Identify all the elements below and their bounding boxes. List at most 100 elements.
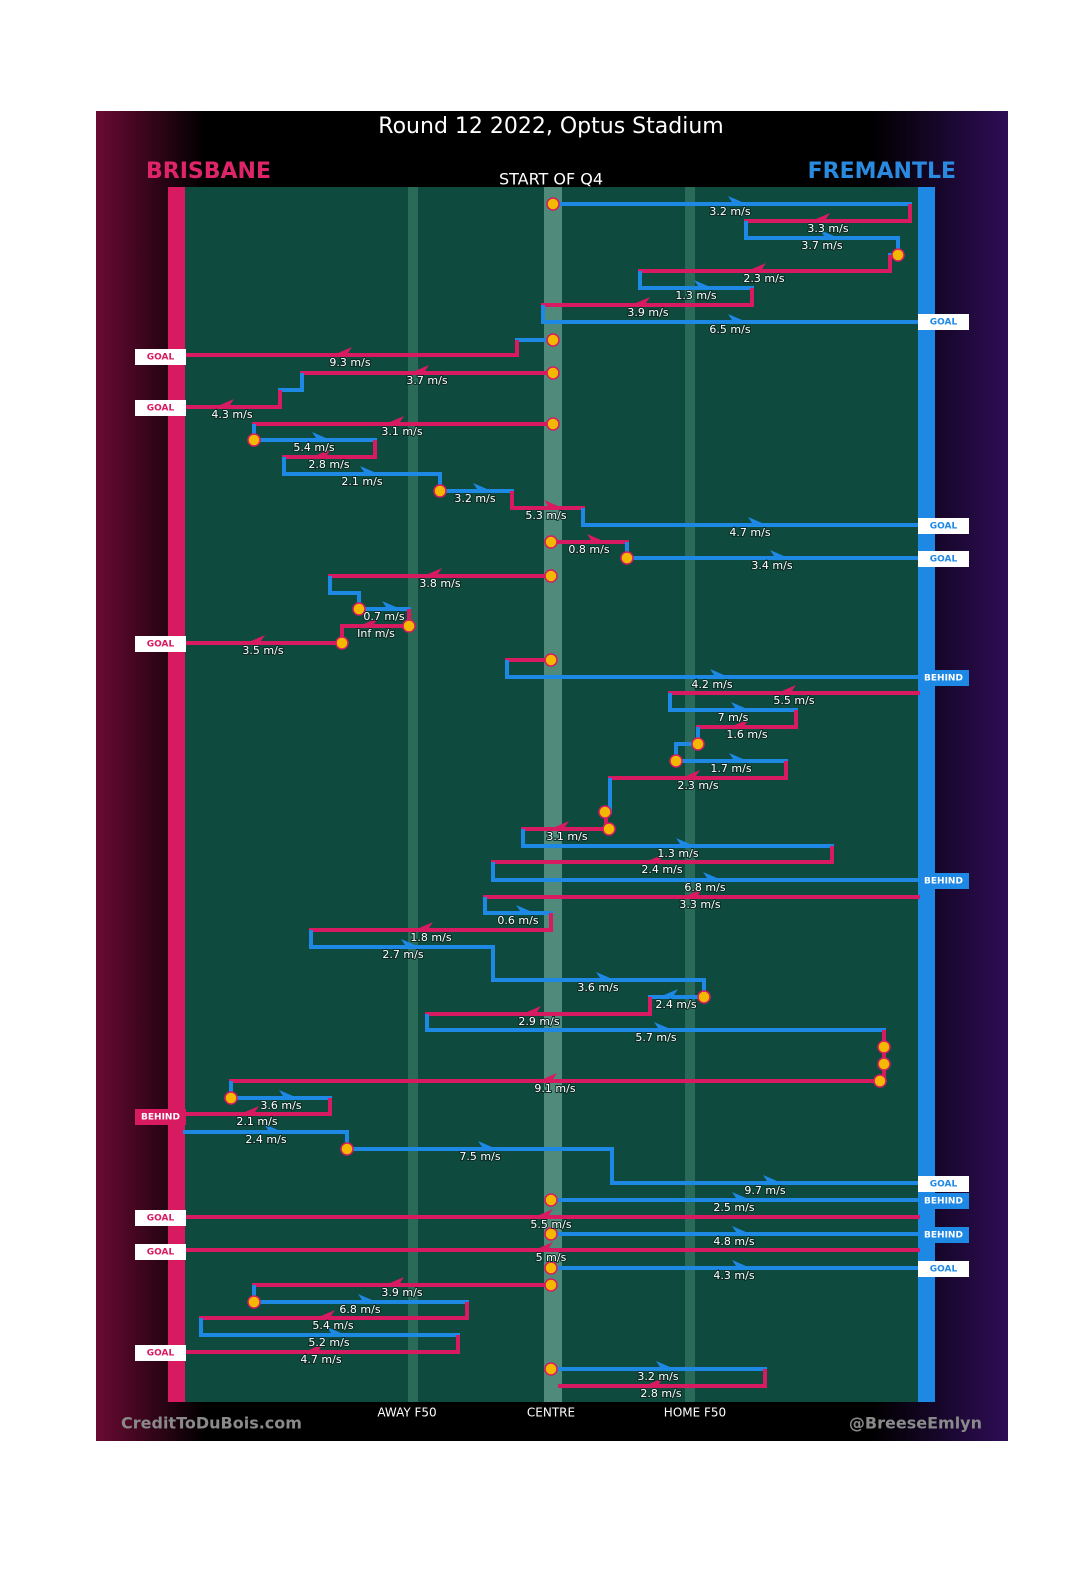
speed-label: 2.8 m/s [308,458,349,471]
possession-start [598,805,612,819]
outcome-label: BEHIND [924,877,963,887]
speed-label: 5.7 m/s [635,1031,676,1044]
speed-label: 9.7 m/s [744,1184,785,1197]
speed-label: 6.8 m/s [339,1303,380,1316]
possession-start [433,484,447,498]
speed-label: 9.1 m/s [534,1082,575,1095]
speed-label: 3.7 m/s [801,239,842,252]
possession-start [877,1057,891,1071]
speed-label: 5.5 m/s [530,1218,571,1231]
speed-label: 0.6 m/s [497,914,538,927]
direction-arrow [478,1141,492,1147]
direction-arrow [312,432,326,438]
speed-label: 2.7 m/s [382,948,423,961]
zone-label: CENTRE [527,1406,575,1420]
outcome-box [918,551,969,567]
direction-arrow [596,972,610,978]
direction-arrow [251,635,265,641]
outcome-box [918,518,969,534]
outcome-label: GOAL [147,353,175,363]
speed-label: 3.2 m/s [454,492,495,505]
outcome-label: GOAL [930,1180,958,1190]
possession-start [335,636,349,650]
speed-label: 5.4 m/s [293,441,334,454]
direction-arrow [676,838,690,844]
possession-start [544,1261,558,1275]
direction-arrow [544,500,558,506]
outcome-box [918,1193,969,1209]
possession-start [602,822,616,836]
outcome-box [918,1176,969,1192]
speed-label: 3.5 m/s [242,644,283,657]
left-goal-line [168,187,185,1402]
speed-label: 4.3 m/s [211,408,252,421]
direction-arrow [820,230,834,236]
direction-arrow [732,1260,746,1266]
speed-label: 3.2 m/s [637,1370,678,1383]
speed-label: 2.8 m/s [640,1387,681,1400]
direction-arrow [358,1294,372,1300]
outcome-label: GOAL [147,640,175,650]
speed-label: 2.4 m/s [245,1133,286,1146]
direction-arrow [419,922,433,928]
direction-arrow [390,1277,404,1283]
direction-arrow [729,753,743,759]
direction-arrow [220,399,234,405]
speed-label: Inf m/s [357,627,395,640]
speed-label: 7 m/s [718,711,749,724]
outcome-label: GOAL [147,1349,175,1359]
outcome-box [135,636,186,652]
direction-arrow [555,821,569,827]
speed-label: 2.4 m/s [641,863,682,876]
possession-start [544,653,558,667]
outcome-label: GOAL [930,522,958,532]
outcome-box [135,1244,186,1260]
possession-start [546,333,560,347]
possession-start [877,1040,891,1054]
speed-label: 2.3 m/s [677,779,718,792]
direction-arrow [382,601,396,607]
direction-arrow [264,1124,278,1130]
direction-arrow [360,466,374,472]
speed-label: 1.3 m/s [675,289,716,302]
possession-start [546,197,560,211]
speed-label: 3.6 m/s [260,1099,301,1112]
outcome-label: GOAL [930,555,958,565]
outcome-box [918,314,969,330]
direction-arrow [770,550,784,556]
direction-arrow [279,1090,293,1096]
speed-label: 3.3 m/s [807,222,848,235]
speed-label: 2.3 m/s [743,272,784,285]
outcome-label: BEHIND [924,674,963,684]
possession-start [544,569,558,583]
outcome-label: BEHIND [141,1113,180,1123]
possession-start [697,990,711,1004]
speed-label: 3.6 m/s [577,981,618,994]
direction-arrow [587,534,601,540]
centre-line [544,187,562,1402]
possession-start [247,433,261,447]
possession-start [224,1091,238,1105]
speed-label: 3.9 m/s [627,306,668,319]
speed-label: 5.3 m/s [525,509,566,522]
direction-arrow [390,416,404,422]
outcome-box [135,1210,186,1226]
direction-arrow [428,568,442,574]
direction-arrow [543,1073,557,1079]
direction-arrow [688,889,702,895]
team-left: BRISBANE [146,159,271,184]
direction-arrow [636,297,650,303]
possession-start [544,1193,558,1207]
outcome-box [135,1345,186,1361]
outcome-box [918,670,969,686]
direction-arrow [401,939,415,945]
direction-arrow [748,517,762,523]
direction-arrow [763,1175,777,1181]
possession-start [402,619,416,633]
speed-label: 4.7 m/s [300,1353,341,1366]
speed-label: 3.7 m/s [406,374,447,387]
speed-label: 3.4 m/s [751,559,792,572]
direction-arrow [731,702,745,708]
outcome-label: GOAL [930,1265,958,1275]
